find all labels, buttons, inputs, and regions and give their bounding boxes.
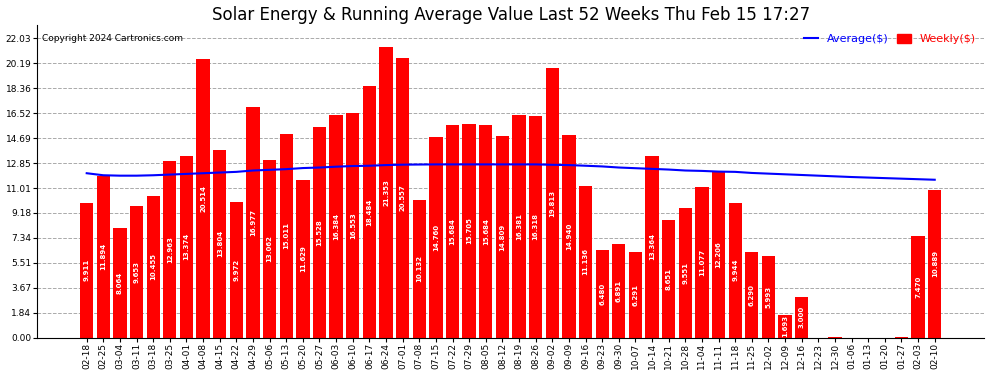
Bar: [247, 107, 259, 338]
Text: 6.291: 6.291: [633, 284, 639, 306]
Text: 9.911: 9.911: [84, 259, 90, 281]
Bar: [279, 134, 293, 338]
Bar: [147, 196, 159, 338]
Text: 19.813: 19.813: [549, 189, 555, 217]
Text: 13.374: 13.374: [183, 233, 189, 260]
Bar: [446, 124, 459, 338]
Text: 21.353: 21.353: [383, 179, 389, 206]
Bar: [496, 136, 509, 338]
Bar: [462, 124, 476, 338]
Text: 14.809: 14.809: [499, 224, 506, 251]
Bar: [263, 160, 276, 338]
Text: 15.705: 15.705: [466, 217, 472, 244]
Text: 8.064: 8.064: [117, 272, 123, 294]
Bar: [413, 200, 426, 338]
Bar: [912, 236, 925, 338]
Bar: [596, 250, 609, 338]
Text: 9.944: 9.944: [733, 259, 739, 281]
Text: 10.455: 10.455: [150, 253, 156, 280]
Bar: [362, 87, 376, 338]
Text: 9.972: 9.972: [234, 259, 240, 281]
Text: 11.136: 11.136: [582, 249, 588, 276]
Bar: [579, 186, 592, 338]
Text: 16.553: 16.553: [349, 212, 355, 238]
Bar: [695, 187, 709, 338]
Bar: [562, 135, 575, 338]
Text: 11.077: 11.077: [699, 249, 705, 276]
Text: 10.132: 10.132: [416, 255, 423, 282]
Bar: [296, 180, 310, 338]
Text: 16.384: 16.384: [333, 213, 340, 240]
Bar: [662, 220, 675, 338]
Bar: [379, 48, 393, 338]
Text: 14.940: 14.940: [566, 222, 572, 250]
Bar: [163, 162, 176, 338]
Bar: [80, 203, 93, 338]
Legend: Average($), Weekly($): Average($), Weekly($): [801, 31, 979, 48]
Text: 11.894: 11.894: [100, 243, 106, 270]
Bar: [196, 59, 210, 338]
Text: 13.364: 13.364: [649, 233, 655, 260]
Text: 9.551: 9.551: [682, 262, 688, 284]
Text: 15.684: 15.684: [449, 217, 455, 244]
Bar: [330, 115, 343, 338]
Text: 7.470: 7.470: [915, 276, 921, 298]
Bar: [313, 127, 326, 338]
Bar: [97, 176, 110, 338]
Text: 20.514: 20.514: [200, 185, 206, 212]
Text: 16.977: 16.977: [250, 209, 256, 236]
Text: 11.629: 11.629: [300, 245, 306, 272]
Bar: [213, 150, 227, 338]
Text: 8.651: 8.651: [665, 268, 671, 290]
Text: 10.889: 10.889: [932, 250, 938, 277]
Text: 15.528: 15.528: [317, 219, 323, 246]
Text: 15.011: 15.011: [283, 222, 289, 249]
Bar: [629, 252, 643, 338]
Text: Copyright 2024 Cartronics.com: Copyright 2024 Cartronics.com: [42, 34, 183, 44]
Text: 13.804: 13.804: [217, 230, 223, 258]
Text: 1.693: 1.693: [782, 315, 788, 337]
Text: 12.206: 12.206: [716, 242, 722, 268]
Text: 6.290: 6.290: [748, 284, 754, 306]
Bar: [761, 256, 775, 338]
Bar: [778, 315, 792, 338]
Title: Solar Energy & Running Average Value Last 52 Weeks Thu Feb 15 17:27: Solar Energy & Running Average Value Las…: [212, 6, 810, 24]
Text: 6.480: 6.480: [599, 282, 605, 305]
Bar: [729, 202, 742, 338]
Bar: [230, 202, 243, 338]
Bar: [928, 190, 941, 338]
Text: 14.760: 14.760: [433, 224, 439, 251]
Bar: [513, 115, 526, 338]
Bar: [479, 124, 492, 338]
Bar: [679, 208, 692, 338]
Text: 5.993: 5.993: [765, 286, 771, 308]
Bar: [180, 156, 193, 338]
Text: 20.557: 20.557: [400, 184, 406, 211]
Text: 16.318: 16.318: [533, 213, 539, 240]
Bar: [645, 156, 658, 338]
Bar: [346, 113, 359, 338]
Bar: [396, 58, 409, 338]
Text: 13.062: 13.062: [266, 236, 272, 262]
Bar: [529, 116, 543, 338]
Bar: [612, 244, 626, 338]
Text: 6.891: 6.891: [616, 280, 622, 302]
Text: 12.963: 12.963: [167, 236, 173, 263]
Bar: [712, 172, 726, 338]
Text: 15.684: 15.684: [483, 217, 489, 244]
Bar: [430, 137, 443, 338]
Bar: [113, 228, 127, 338]
Text: 9.653: 9.653: [134, 261, 140, 283]
Bar: [130, 207, 144, 338]
Bar: [545, 68, 559, 338]
Text: 16.381: 16.381: [516, 213, 522, 240]
Bar: [745, 252, 758, 338]
Bar: [795, 297, 809, 338]
Text: 18.484: 18.484: [366, 198, 372, 226]
Text: 3.000: 3.000: [799, 306, 805, 328]
